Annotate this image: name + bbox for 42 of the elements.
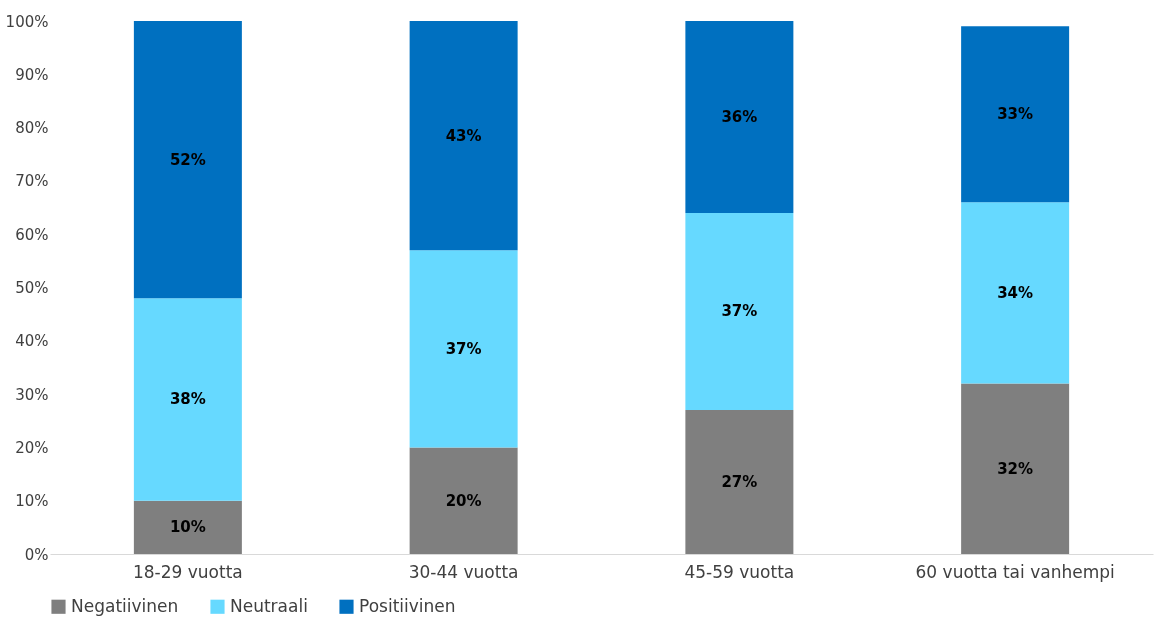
bar	[685, 21, 794, 213]
y-tick-label: 70%	[15, 172, 49, 191]
y-tick-label: 100%	[5, 12, 49, 31]
bar	[133, 500, 242, 554]
data-label: 10%	[169, 518, 206, 537]
y-tick-label: 50%	[15, 279, 49, 297]
bar	[961, 383, 1070, 554]
y-tick-label: 90%	[15, 65, 49, 84]
data-label: 36%	[721, 107, 758, 126]
legend-label: Positiivinen	[359, 595, 456, 616]
data-label: 52%	[169, 150, 206, 169]
y-tick-label: 60%	[15, 225, 49, 244]
bar	[133, 21, 242, 299]
bar	[409, 21, 518, 251]
bar	[133, 298, 242, 501]
bar	[685, 410, 794, 554]
x-tick-label: 30-44 vuotta	[408, 561, 519, 582]
data-label: 43%	[445, 126, 482, 145]
y-tick-label: 40%	[15, 332, 49, 351]
bar	[961, 202, 1070, 384]
y-tick-label: 30%	[15, 385, 49, 404]
y-tick-label: 0%	[24, 545, 49, 564]
bar	[409, 447, 518, 554]
y-tick-label: 20%	[15, 438, 49, 457]
data-label: 33%	[997, 105, 1034, 124]
bar	[685, 212, 794, 411]
x-tick-label: 18-29 vuotta	[132, 561, 243, 582]
data-label: 20%	[445, 491, 482, 510]
data-label: 38%	[169, 390, 206, 409]
x-tick-label: 45-59 vuotta	[684, 561, 795, 582]
data-label: 37%	[445, 339, 482, 358]
x-tick-label: 60 vuotta tai vanhempi	[915, 561, 1115, 582]
bar	[961, 26, 1070, 203]
y-tick-label: 10%	[15, 492, 49, 511]
legend-label: Negatiivinen	[71, 595, 179, 616]
data-label: 27%	[721, 473, 758, 492]
data-label: 37%	[721, 302, 758, 321]
bar	[409, 250, 518, 448]
y-tick-label: 80%	[15, 119, 49, 138]
data-label: 32%	[997, 459, 1034, 478]
legend-label: Neutraali	[230, 595, 308, 616]
data-label: 34%	[997, 283, 1034, 302]
